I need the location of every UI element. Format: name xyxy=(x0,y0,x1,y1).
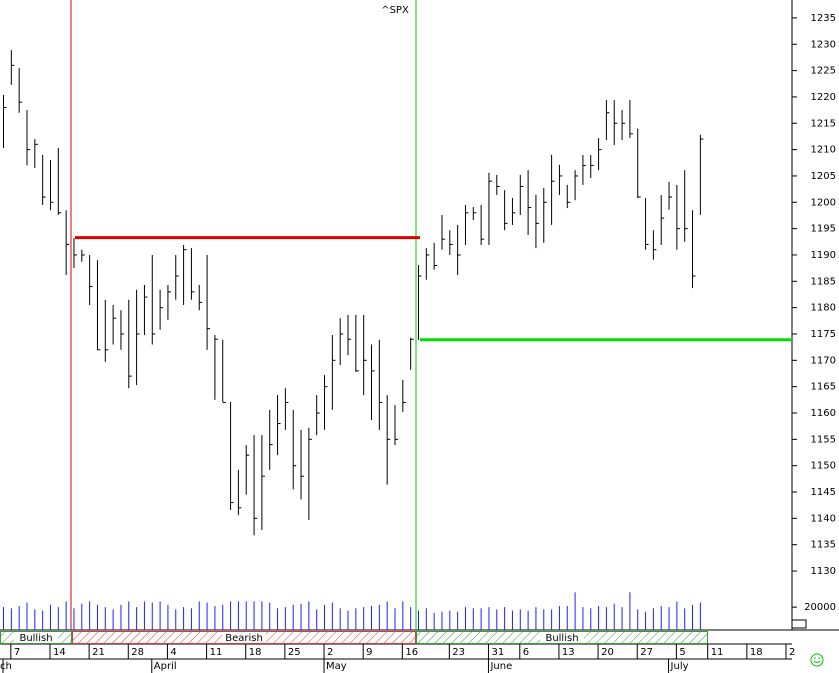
y-tick-label: 1235 xyxy=(811,13,836,24)
month-label: July xyxy=(670,661,689,672)
month-label: ch xyxy=(0,661,12,672)
signal-label: Bullish xyxy=(545,633,578,644)
month-label: April xyxy=(154,661,177,672)
y-tick-label: 1140 xyxy=(811,513,836,524)
signal-label-bg xyxy=(14,632,58,643)
date-label: 14 xyxy=(53,647,66,658)
date-label: 11 xyxy=(210,647,223,658)
y-tick-label: 1220 xyxy=(811,92,836,103)
date-label: 4 xyxy=(170,647,176,658)
y-tick-label: 1230 xyxy=(811,39,836,50)
y-tick-label: 1205 xyxy=(811,171,836,182)
y-tick-label: 1130 xyxy=(811,566,836,577)
signal-label-bg xyxy=(540,632,584,643)
y-tick-label: 1200 xyxy=(811,197,836,208)
y-tick-label: 1185 xyxy=(811,276,836,287)
month-label: May xyxy=(326,661,347,672)
y-tick-label: 1160 xyxy=(811,408,836,419)
y-tick-label: 1195 xyxy=(811,224,836,235)
chart-title: ^SPX xyxy=(381,5,409,16)
y-tick-label: 1175 xyxy=(811,329,836,340)
smiley xyxy=(810,653,824,667)
y-tick-label: 1170 xyxy=(811,355,836,366)
y-tick-label: 1180 xyxy=(811,303,836,314)
y-tick-label: 1165 xyxy=(811,382,836,393)
date-label: 25 xyxy=(288,647,301,658)
signal-label: Bullish xyxy=(19,633,52,644)
date-label: 16 xyxy=(405,647,418,658)
y-tick-label: 1190 xyxy=(811,250,836,261)
y-tick-label: 1210 xyxy=(811,145,836,156)
month-label: June xyxy=(489,661,512,672)
y-tick-label: 1215 xyxy=(811,118,836,129)
date-label: 13 xyxy=(562,647,575,658)
date-label: 5 xyxy=(679,647,685,658)
date-label: 9 xyxy=(366,647,372,658)
date-label: 2 xyxy=(789,647,795,658)
date-label: 6 xyxy=(523,647,529,658)
date-label: 11 xyxy=(711,647,724,658)
y-tick-label: 1135 xyxy=(811,540,836,551)
y-tick-label: 1225 xyxy=(811,66,836,77)
y-tick-label: 1150 xyxy=(811,461,836,472)
date-label: 27 xyxy=(640,647,653,658)
signal-label-bg xyxy=(222,632,266,643)
y-tick-label: 1145 xyxy=(811,487,836,498)
date-label: 28 xyxy=(131,647,144,658)
date-label: 21 xyxy=(92,647,105,658)
volume-tick-label: 20000 xyxy=(804,602,836,613)
scroll-marker xyxy=(791,619,807,629)
date-label: 20 xyxy=(601,647,614,658)
date-label: 18 xyxy=(249,647,262,658)
date-label: 23 xyxy=(452,647,465,658)
date-label: 7 xyxy=(14,647,20,658)
date-label: 2 xyxy=(327,647,333,658)
signal-label: Bearish xyxy=(225,633,263,644)
y-tick-label: 1155 xyxy=(811,434,836,445)
date-label: 18 xyxy=(750,647,763,658)
date-label: 31 xyxy=(491,647,504,658)
